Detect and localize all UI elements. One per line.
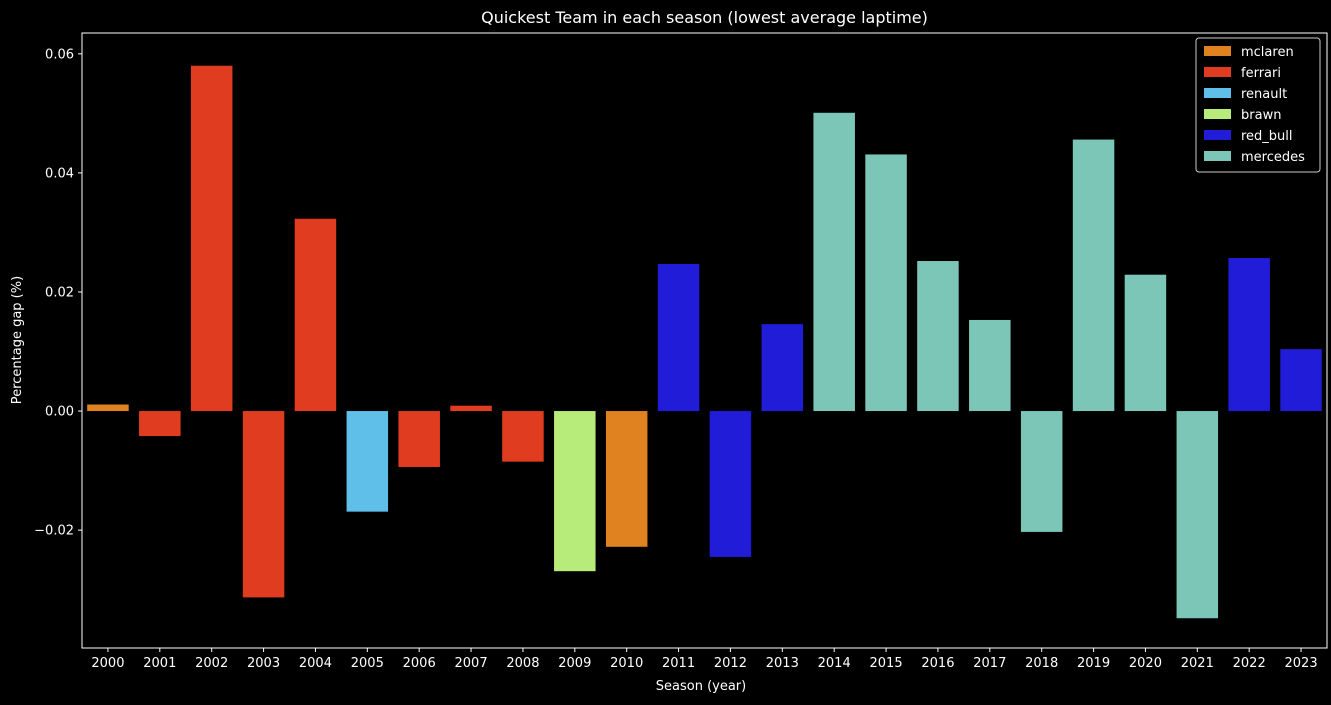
chart-title: Quickest Team in each season (lowest ave…	[481, 8, 928, 27]
plot-frame	[81, 32, 1328, 649]
bar-2019	[1072, 139, 1115, 412]
bar-2011	[657, 264, 700, 412]
x-tick-label: 2010	[610, 656, 643, 671]
bar-2010	[605, 411, 648, 547]
x-tick-label: 2005	[351, 656, 384, 671]
legend-swatch-red_bull	[1204, 130, 1231, 140]
bar-2001	[139, 411, 181, 437]
x-tick-label: 2012	[714, 656, 747, 671]
x-tick-label: 2021	[1181, 656, 1214, 671]
y-axis-label: Percentage gap (%)	[10, 276, 25, 404]
x-axis-ticks: 2000 2001 2002 2003 2004 2005 2006 2007 2008 2009…	[91, 648, 1318, 671]
x-tick-label: 2015	[870, 656, 903, 671]
bar-2008	[502, 411, 544, 462]
x-tick-label: 2006	[403, 656, 436, 671]
x-tick-label: 2014	[818, 656, 851, 671]
bar-2005	[346, 411, 389, 512]
x-axis-label: Season (year)	[656, 679, 746, 694]
y-tick-label: 0.04	[45, 166, 74, 181]
x-tick-label: 2000	[91, 656, 124, 671]
x-tick-label: 2008	[506, 656, 539, 671]
x-tick-label: 2009	[558, 656, 591, 671]
y-tick-label: 0.00	[45, 405, 74, 420]
x-tick-label: 2017	[973, 656, 1006, 671]
y-tick-label: 0.06	[45, 47, 74, 62]
bar-2014	[813, 112, 855, 412]
legend-label-mercedes: mercedes	[1241, 150, 1305, 165]
bar-2021	[1176, 411, 1219, 619]
x-tick-label: 2004	[299, 656, 332, 671]
x-tick-label: 2007	[455, 656, 488, 671]
x-tick-label: 2002	[195, 656, 228, 671]
y-axis-ticks: −0.02 0.00 0.02 0.04 0.06	[34, 47, 82, 539]
bar-2000	[87, 404, 129, 412]
bar-2023	[1280, 349, 1322, 412]
x-tick-label: 2013	[766, 656, 799, 671]
bar-2009	[554, 411, 596, 572]
bar-2004	[294, 218, 337, 412]
bar-2017	[969, 319, 1011, 412]
legend-swatch-mclaren	[1204, 46, 1231, 56]
x-tick-label: 2019	[1077, 656, 1110, 671]
y-tick-label: 0.02	[45, 285, 74, 300]
bar-2002	[190, 65, 233, 412]
legend-label-brawn: brawn	[1241, 108, 1281, 123]
x-tick-label: 2001	[143, 656, 176, 671]
x-tick-label: 2020	[1129, 656, 1162, 671]
legend-swatch-ferrari	[1204, 67, 1231, 77]
legend-label-ferrari: ferrari	[1241, 66, 1281, 81]
legend-label-red_bull: red_bull	[1241, 129, 1293, 144]
x-tick-label: 2011	[662, 656, 695, 671]
y-tick-label: −0.02	[34, 524, 74, 539]
bar-2006	[398, 411, 440, 468]
bar-2012	[709, 411, 752, 557]
x-tick-label: 2003	[247, 656, 280, 671]
legend-swatch-brawn	[1204, 109, 1231, 119]
bar-2022	[1228, 258, 1270, 412]
bar-2007	[450, 405, 492, 412]
x-tick-label: 2018	[1025, 656, 1058, 671]
legend-swatch-renault	[1204, 88, 1231, 98]
bar-2013	[761, 324, 804, 412]
bar-2003	[242, 411, 285, 598]
bar-2015	[865, 154, 907, 412]
bar-2016	[917, 261, 959, 412]
bars-layer	[87, 65, 1322, 619]
x-tick-label: 2023	[1285, 656, 1318, 671]
x-tick-label: 2022	[1233, 656, 1266, 671]
legend-swatch-mercedes	[1204, 151, 1231, 161]
legend: mclaren ferrari renault brawn red_bullmerced…	[1195, 37, 1321, 173]
x-tick-label: 2016	[921, 656, 954, 671]
bar-2020	[1124, 274, 1167, 412]
legend-label-mclaren: mclaren	[1241, 45, 1294, 60]
bar-2018	[1020, 411, 1063, 532]
legend-label-renault: renault	[1241, 87, 1287, 102]
